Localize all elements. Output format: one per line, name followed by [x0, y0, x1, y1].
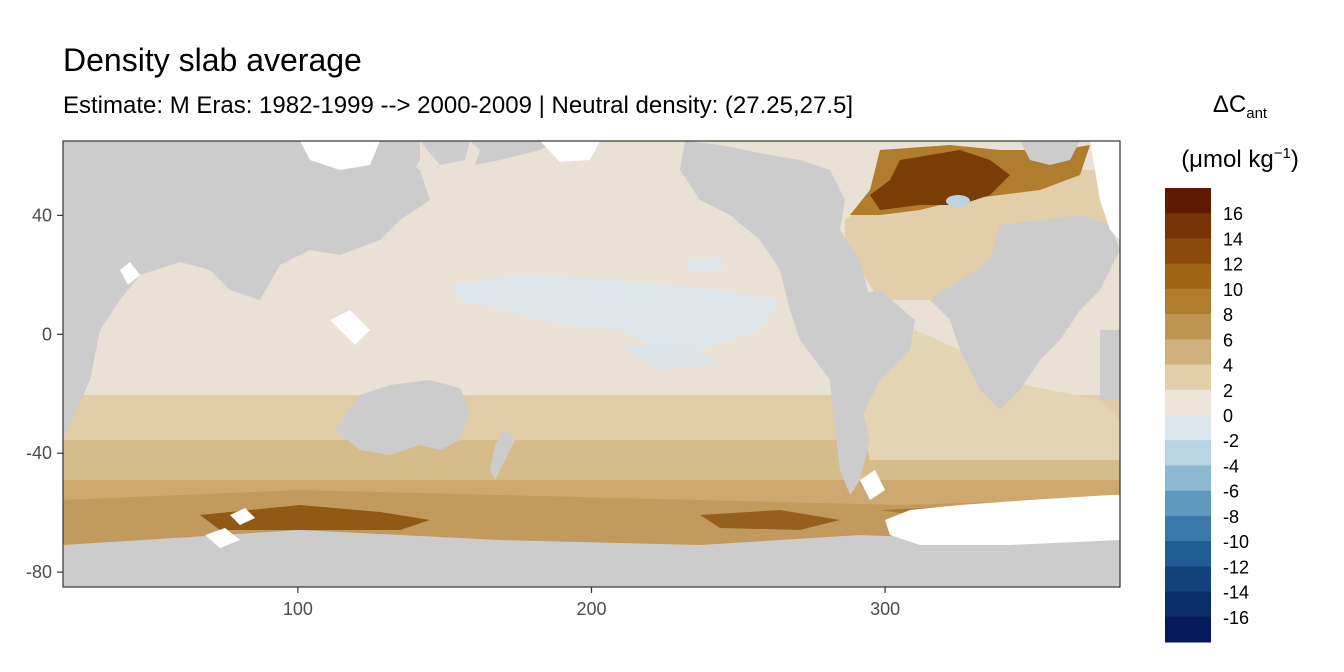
y-tick-label: 40 — [32, 205, 52, 225]
legend-label: 12 — [1223, 255, 1243, 275]
y-tick-label: 0 — [42, 324, 52, 344]
legend-label: 8 — [1223, 305, 1233, 325]
legend-label: 6 — [1223, 330, 1233, 350]
legend-unit-exponent: −1 — [1273, 144, 1291, 162]
y-tick-label: -40 — [26, 443, 52, 463]
legend-label: -6 — [1223, 482, 1239, 502]
legend-bin — [1165, 566, 1211, 593]
legend-bin — [1165, 213, 1211, 239]
legend-bin — [1165, 440, 1211, 466]
y-axis: 40 0 -40 -80 — [26, 205, 63, 582]
legend-label: -10 — [1223, 532, 1249, 552]
north-atlantic-shelf — [946, 195, 970, 207]
legend-bin — [1165, 591, 1211, 618]
x-tick-label: 300 — [870, 599, 900, 619]
legend-bin — [1165, 364, 1211, 391]
x-tick-label: 100 — [283, 599, 313, 619]
legend-label: -14 — [1223, 583, 1249, 603]
legend-label: 4 — [1223, 356, 1233, 376]
plot-title: Density slab average — [63, 42, 362, 78]
cant-high-patch — [200, 505, 430, 530]
cant-high-patch — [700, 510, 840, 530]
legend-labels: 16 14 12 10 8 6 4 2 0 -2 -4 -6 -8 -10 -12 -14 -16 — [1223, 204, 1249, 628]
legend-label: -4 — [1223, 456, 1239, 476]
legend-bin — [1165, 238, 1211, 265]
legend-bin — [1165, 415, 1211, 441]
legend-bin — [1165, 314, 1211, 340]
legend-label: -2 — [1223, 431, 1239, 451]
legend-subscript: ant — [1246, 104, 1268, 122]
legend-bin — [1165, 288, 1211, 315]
no-data-areas — [120, 141, 1120, 548]
legend-label: 14 — [1223, 229, 1243, 249]
legend-label: 0 — [1223, 406, 1233, 426]
land-masses — [63, 141, 1120, 587]
legend-bin — [1165, 541, 1211, 567]
legend-label: -12 — [1223, 557, 1249, 577]
legend-title: ΔCant (μmol kg−1) — [1150, 85, 1330, 180]
cant-low-patch — [685, 258, 725, 272]
legend-label: -8 — [1223, 507, 1239, 527]
legend-label: 10 — [1223, 280, 1243, 300]
legend-bin — [1165, 616, 1211, 643]
legend-bin — [1165, 490, 1211, 517]
legend-bin — [1165, 465, 1211, 492]
legend-label: 16 — [1223, 204, 1243, 224]
legend-label: 2 — [1223, 381, 1233, 401]
legend-bin — [1165, 389, 1211, 416]
plot-subtitle: Estimate: M Eras: 1982-1999 --> 2000-200… — [63, 92, 854, 119]
southern-ocean-band — [63, 490, 1120, 545]
legend-colorbar — [1165, 188, 1211, 643]
legend-bin — [1165, 339, 1211, 366]
legend-bin — [1165, 188, 1211, 214]
legend-unit: (μmol kg — [1181, 145, 1274, 173]
y-tick-label: -80 — [26, 562, 52, 582]
cant-low-patch — [450, 275, 780, 350]
legend-label: -16 — [1223, 608, 1249, 628]
x-axis: 100 200 300 — [283, 587, 900, 619]
north-atlantic-shelf — [870, 150, 1010, 210]
legend-unit-close: ) — [1290, 145, 1299, 173]
legend-bin — [1165, 515, 1211, 542]
x-tick-label: 200 — [576, 599, 606, 619]
cant-low-patch — [620, 345, 720, 370]
legend-bin — [1165, 263, 1211, 290]
legend-symbol: ΔC — [1212, 91, 1247, 118]
